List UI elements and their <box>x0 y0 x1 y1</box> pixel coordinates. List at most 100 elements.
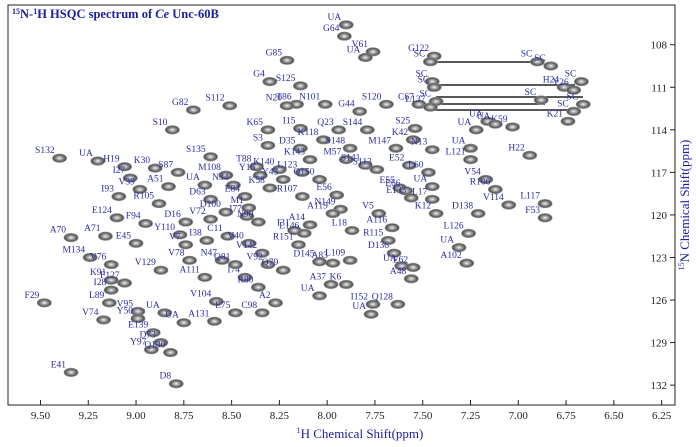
peak <box>63 367 79 377</box>
peak <box>271 164 287 175</box>
peak-label: A51 <box>147 175 164 185</box>
peak <box>312 291 327 301</box>
peak <box>390 299 406 309</box>
peak-label: V92 <box>247 253 264 263</box>
peak-label: L126 <box>444 221 464 231</box>
peak <box>422 57 438 67</box>
peak <box>388 143 404 153</box>
peak <box>386 248 402 258</box>
peak <box>359 125 375 135</box>
peak-label: UA <box>477 112 491 122</box>
peak-label: D138 <box>452 202 473 212</box>
peak <box>312 174 327 185</box>
peak-label: V95 <box>117 299 134 309</box>
peak <box>379 99 394 109</box>
peak-label: A116 <box>366 216 387 226</box>
peak <box>487 184 503 194</box>
peak-label: S3 <box>253 133 263 143</box>
peak <box>426 82 442 92</box>
peak <box>325 208 341 219</box>
peak <box>203 214 218 224</box>
peak-label: T88 <box>236 155 252 165</box>
peak <box>214 255 230 265</box>
peak <box>182 255 197 265</box>
peak <box>461 228 476 238</box>
peak-label: Q150 <box>293 167 314 177</box>
peak <box>566 106 582 116</box>
peak <box>239 211 255 221</box>
peak <box>176 318 192 328</box>
y-tick-label: 123 <box>651 252 668 264</box>
peak <box>103 259 119 270</box>
peak <box>338 20 354 30</box>
peak-label: Q128 <box>372 292 393 302</box>
peak <box>157 308 173 318</box>
peak-label: I15 <box>283 116 296 126</box>
peak-label: UA <box>414 175 428 185</box>
peak-label: K12 <box>415 202 432 212</box>
peak-label: UA <box>146 301 160 311</box>
x-tick-label: 8.50 <box>222 410 242 422</box>
y-tick-label: 114 <box>651 125 668 137</box>
peak-label: M108 <box>198 163 221 173</box>
peak-label: UA <box>352 302 366 312</box>
peak-label: L137 <box>405 95 425 105</box>
peak-label: N101 <box>299 92 320 102</box>
peak-label: E75 <box>215 301 231 311</box>
y-axis-label: 15N Chemical Shift(ppm) <box>677 140 692 271</box>
peak-label: SC <box>565 70 577 80</box>
peak-label: V61 <box>352 40 369 50</box>
peak <box>338 155 354 165</box>
peak <box>226 180 241 190</box>
peak-label: G64 <box>323 24 340 34</box>
peak-label: G44 <box>338 99 355 109</box>
peak-label: K42 <box>392 128 409 138</box>
peak <box>407 123 423 134</box>
peak <box>96 315 111 325</box>
peak-label: D16 <box>164 210 181 220</box>
peak-label: V40 <box>227 231 244 241</box>
peak <box>250 217 266 227</box>
peak-label: E124 <box>92 206 112 216</box>
peak <box>220 231 236 241</box>
peak-label: N90 <box>237 210 254 220</box>
peak-label: UA <box>458 118 472 128</box>
peak <box>537 213 553 223</box>
peak <box>254 248 270 258</box>
peak <box>338 279 354 290</box>
peak-label: S144 <box>343 118 363 128</box>
peak <box>296 228 312 238</box>
peak <box>357 160 373 170</box>
y-tick-label: 108 <box>651 40 668 52</box>
peak-label: UA <box>383 254 397 264</box>
peak-label: A14 <box>289 213 306 223</box>
peak-label: G85 <box>266 48 283 58</box>
peak <box>575 99 591 109</box>
peak-label: D63 <box>189 187 206 197</box>
peak-label: L146 <box>279 221 299 231</box>
peak <box>161 181 176 192</box>
peak <box>268 298 283 308</box>
peak-label: E56 <box>316 183 332 193</box>
peak-label: G82 <box>172 98 189 108</box>
peak-label: H22 <box>508 143 525 153</box>
x-tick-label: 6.25 <box>652 410 672 422</box>
x-tick-label: 9.50 <box>31 410 51 422</box>
peak-label: Y97 <box>130 338 147 348</box>
peak <box>151 198 167 209</box>
peak-label: C67 <box>398 92 414 102</box>
y-tick-label: 120 <box>651 210 668 222</box>
peak <box>279 55 295 65</box>
peak <box>117 162 132 172</box>
peak <box>421 167 436 177</box>
peak <box>315 135 331 145</box>
peak <box>487 119 503 129</box>
peak <box>90 156 106 166</box>
peak <box>463 155 478 165</box>
peak-label: E66 <box>385 179 401 189</box>
peak <box>422 102 438 112</box>
x-label-part: H Chemical Shift(ppm) <box>301 426 424 441</box>
peak-label: H19 <box>103 155 120 165</box>
y-tick-label: 132 <box>651 380 668 392</box>
peak <box>163 347 178 358</box>
